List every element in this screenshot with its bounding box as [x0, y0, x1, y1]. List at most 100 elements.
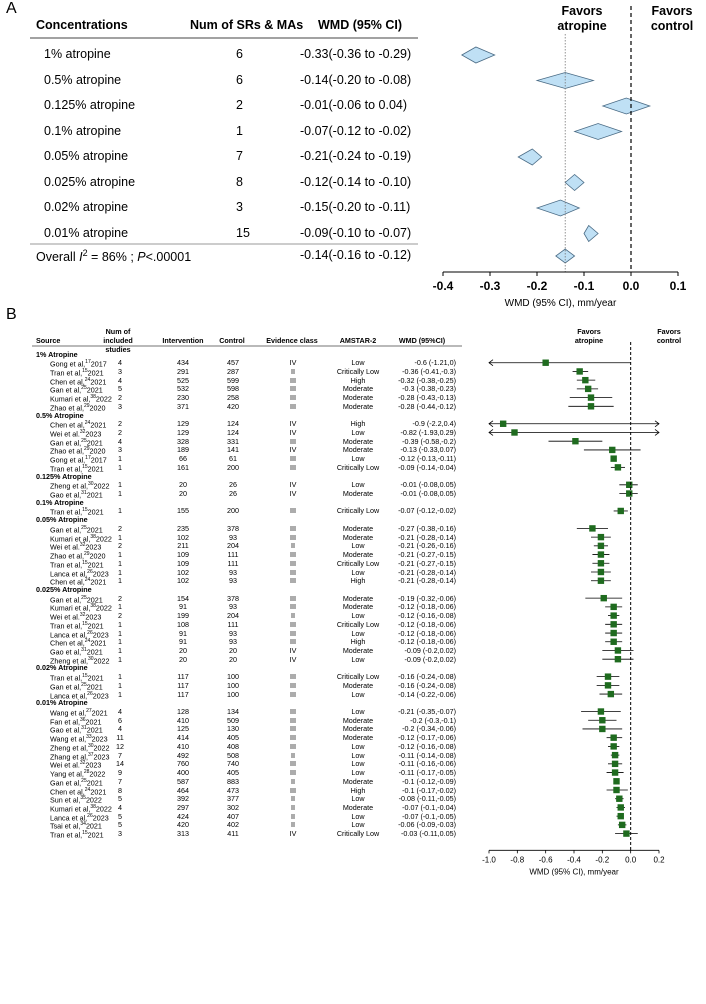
panel-b-point [614, 647, 622, 654]
panel-b-point [611, 760, 619, 768]
panel-b-evidence: IV [289, 419, 297, 429]
panel-b-source: Chen et al,242021 [50, 638, 107, 648]
panel-b-amstar: High [350, 375, 366, 385]
panel-b-point [597, 577, 605, 584]
panel-b-amstar: Moderate [342, 384, 374, 394]
panel-b-amstar: Low [351, 689, 365, 699]
panel-b-point [617, 812, 624, 820]
panel-b-num: 5 [118, 811, 122, 821]
panel-a-x-tick-label: -0.4 [433, 279, 454, 293]
panel-b-control: 93 [229, 567, 237, 577]
panel-b-wmd: -0.12 (-0.18,-0.06) [398, 602, 456, 612]
panel-b-point [613, 778, 620, 785]
panel-b-control: 100 [227, 689, 239, 699]
panel-b-wmd: -0.2 (-0.34,-0.06) [402, 724, 456, 734]
panel-b-intervention: 161 [177, 462, 189, 472]
panel-b-control: 509 [227, 715, 239, 725]
panel-b-intervention: 297 [177, 802, 189, 812]
panel-a-diamond [583, 224, 599, 243]
panel-b-point [618, 821, 626, 829]
panel-a-row-label: 0.05% atropine [44, 149, 129, 163]
panel-b-num: 1 [118, 672, 122, 682]
panel-b-group-label: 0.05% Atropine [36, 515, 88, 525]
panel-b-num: 6 [118, 715, 122, 725]
panel-a-row-num: 8 [236, 174, 243, 189]
panel-b-header-control: Control [219, 336, 245, 345]
panel-b-evidence: II [291, 802, 295, 812]
panel-b-evidence: III [290, 401, 296, 411]
panel-b-amstar: Moderate [342, 715, 374, 725]
panel-b-point [609, 446, 616, 454]
panel-b-evidence: II [291, 750, 295, 760]
panel-a-row-wmd: -0.21(-0.24 to -0.19) [300, 149, 412, 163]
panel-b-wmd: -0.32 (-0.38,-0.25) [398, 375, 456, 385]
panel-b-source: Tran et al,152021 [50, 620, 104, 631]
panel-b-num: 1 [118, 628, 122, 638]
panel-b-evidence: III [290, 436, 296, 446]
panel-b-control: 93 [229, 532, 237, 542]
panel-a-header-wmd: WMD (95% CI) [318, 18, 403, 32]
panel-b-num: 4 [118, 358, 122, 368]
panel-b-point [584, 385, 592, 393]
panel-b-evidence: III [290, 393, 296, 403]
panel-b-num: 1 [118, 462, 122, 472]
panel-b-source: Zheng et al,302022 [50, 742, 110, 753]
panel-b-control: 883 [227, 776, 239, 786]
panel-b-intervention: 20 [179, 645, 187, 655]
panel-b-source: Zheng et al,302022 [50, 481, 110, 491]
panel-b-wmd: -0.16 (-0.24,-0.08) [398, 672, 456, 682]
panel-a-row-wmd: -0.15(-0.20 to -0.11) [300, 200, 411, 214]
panel-b-control: 20 [229, 645, 237, 655]
panel-b-source: Gan et al,252021 [50, 777, 103, 788]
panel-b-control: 111 [227, 558, 239, 568]
panel-b-group-label: 1% Atropine [36, 349, 78, 359]
panel-b-amstar: Moderate [342, 445, 374, 455]
panel-b-label: B [6, 306, 17, 323]
panel-b-num: 2 [118, 523, 122, 533]
panel-b-num: 14 [116, 759, 124, 769]
panel-b-control: 61 [229, 454, 237, 464]
panel-b-evidence: III [290, 619, 296, 629]
panel-b-control: 111 [227, 619, 239, 629]
panel-b-x-tick-label: -0.6 [539, 855, 553, 864]
panel-b-wmd: -0.09 (-0.14,-0.04) [398, 462, 456, 472]
panel-b-point [587, 403, 595, 410]
panel-b-evidence: III [290, 523, 296, 533]
panel-b-wmd: -0.07 (-0.1,-0.05) [402, 811, 456, 821]
panel-a-diamond [601, 97, 652, 115]
panel-b-control: 93 [229, 602, 237, 612]
panel-b-point [623, 830, 630, 837]
panel-b-source: Wei et al.322023 [50, 542, 102, 552]
panel-a-row-num: 3 [236, 200, 243, 214]
panel-b-num: 2 [118, 419, 122, 429]
panel-b-amstar: Low [351, 768, 365, 778]
panel-b-point [610, 612, 617, 619]
panel-b-intervention: 154 [177, 593, 189, 603]
panel-b-evidence: IV [289, 654, 297, 664]
panel-b-wmd: -0.3 (-0.38,-0.23) [402, 384, 456, 394]
panel-b-point [597, 708, 605, 715]
panel-b-evidence: III [290, 733, 296, 743]
panel-a-diamond [460, 46, 496, 64]
panel-a-row-label: 0.01% atropine [44, 225, 129, 240]
panel-a-x-tick-label: -0.1 [574, 279, 595, 293]
panel-a-row-label: 0.02% atropine [44, 200, 129, 214]
panel-a-row-num: 15 [236, 225, 250, 240]
panel-b-point [597, 551, 605, 558]
panel-b-point [511, 429, 518, 436]
panel-b-num: 1 [118, 480, 122, 490]
panel-b-source: Gong et al,172017 [50, 455, 107, 465]
panel-b-x-tick-label: -0.4 [567, 855, 581, 864]
panel-b-source: Sun et al,352022 [50, 795, 102, 805]
panel-b-intervention: 108 [177, 619, 189, 629]
panel-b-header-intervention: Intervention [162, 336, 204, 345]
panel-b-point [610, 743, 617, 750]
panel-b-amstar: Moderate [342, 776, 374, 786]
panel-a-row-num: 7 [236, 149, 243, 163]
panel-a-overall-label: Overall I2 = 86% ; P<.00001 [36, 248, 192, 265]
panel-b-source: Gan et al,252021 [50, 594, 103, 605]
panel-b-num: 1 [118, 567, 122, 577]
panel-b-source: Chen et al,242021 [50, 376, 107, 387]
panel-a-row-wmd: -0.14(-0.20 to -0.08) [300, 72, 412, 87]
